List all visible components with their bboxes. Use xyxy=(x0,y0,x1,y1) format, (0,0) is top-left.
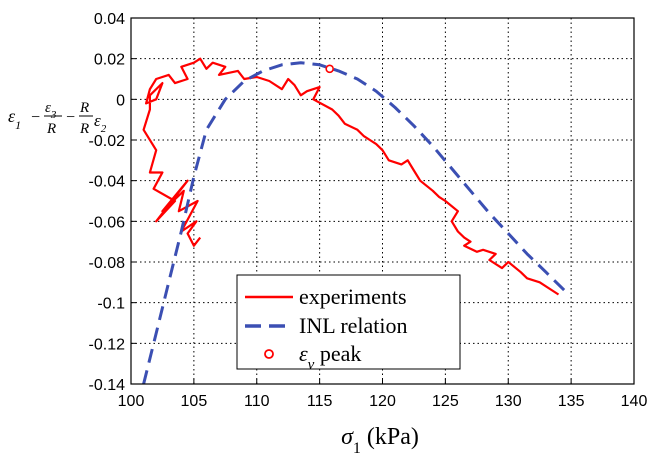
x-tick-label: 125 xyxy=(432,393,459,410)
svg-text:R: R xyxy=(46,121,56,137)
y-tick-label: 0.04 xyxy=(94,11,125,28)
x-axis-label: σ1 (kPa) xyxy=(341,424,419,453)
svg-text:−: − xyxy=(65,109,76,126)
plot-frame xyxy=(130,17,635,385)
svg-text:ε3: ε3 xyxy=(45,100,57,121)
legend: experiments INL relation εv peak xyxy=(236,274,461,373)
x-tick-label: 115 xyxy=(307,393,333,410)
x-tick-label: 120 xyxy=(369,393,396,410)
y-tick-label: -0.08 xyxy=(89,255,126,272)
y-axis-label: ε1 − ε3 R − R R ε2 xyxy=(8,100,107,137)
x-tick-label: 130 xyxy=(495,393,522,410)
y-tick-label: -0.1 xyxy=(97,296,125,313)
x-ticks: 100 105 110 115 120 125 130 135 140 xyxy=(118,379,648,410)
svg-text:ε1: ε1 xyxy=(8,106,21,132)
x-tick-label: 140 xyxy=(621,393,648,410)
svg-text:−: − xyxy=(30,109,41,126)
legend-label-inl-relation: INL relation xyxy=(299,313,408,338)
series-layer xyxy=(142,57,570,385)
y-tick-label: -0.04 xyxy=(89,174,126,191)
y-tick-label: 0.02 xyxy=(94,52,125,69)
y-tick-label: -0.12 xyxy=(89,336,126,353)
legend-label-experiments: experiments xyxy=(299,284,407,309)
series-marker-peak xyxy=(325,64,334,74)
y-tick-label: 0 xyxy=(116,92,125,109)
x-tick-label: 100 xyxy=(118,393,145,410)
legend-box xyxy=(236,274,461,370)
y-ticks: 0.04 0.02 0 -0.02 -0.04 -0.06 -0.08 -0.1 -0.12 -0… xyxy=(89,11,136,394)
svg-text:R: R xyxy=(79,100,89,116)
x-tick-label: 135 xyxy=(558,393,585,410)
y-tick-label: -0.14 xyxy=(89,377,126,394)
legend-marker-peak xyxy=(264,349,274,359)
svg-text:ε2: ε2 xyxy=(94,111,107,135)
y-tick-label: -0.06 xyxy=(89,214,126,231)
x-tick-label: 105 xyxy=(181,393,208,410)
series-line-inl-relation xyxy=(142,61,570,385)
y-tick-label: -0.02 xyxy=(89,133,126,150)
series-line-experiments xyxy=(142,57,560,296)
svg-text:R: R xyxy=(79,121,89,137)
x-tick-label: 110 xyxy=(244,393,270,410)
legend-label-peak: εv peak xyxy=(299,341,361,373)
